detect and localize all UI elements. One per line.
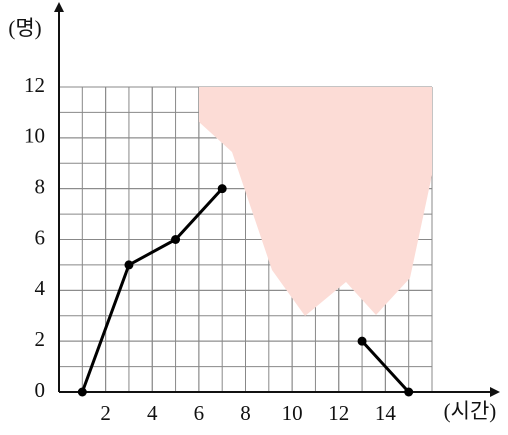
plot xyxy=(77,184,414,397)
y-tick-label: 4 xyxy=(35,276,46,300)
cover-patch xyxy=(199,87,432,316)
x-axis-arrow xyxy=(490,387,500,397)
x-tick-label: 2 xyxy=(100,401,111,425)
y-tick-label: 8 xyxy=(35,174,46,198)
x-tick-label: 6 xyxy=(194,401,205,425)
y-tick-label: 0 xyxy=(35,378,46,402)
data-point xyxy=(217,184,227,194)
data-point xyxy=(77,387,87,397)
y-tick-label: 6 xyxy=(35,225,46,249)
x-tick-label: 14 xyxy=(375,401,397,425)
data-point xyxy=(171,235,181,244)
x-tick-label: 4 xyxy=(147,401,158,425)
x-tick-label: 8 xyxy=(240,401,251,425)
data-point xyxy=(404,387,414,397)
x-tick-label: 10 xyxy=(282,401,303,425)
y-axis-arrow xyxy=(54,2,64,12)
x-axis-label: (시간) xyxy=(444,399,497,423)
data-point xyxy=(124,260,134,270)
y-tick-label: 2 xyxy=(35,327,46,351)
y-tick-label: 10 xyxy=(24,124,45,148)
data-point xyxy=(357,336,367,346)
data-line xyxy=(80,187,410,394)
x-tick-label: 12 xyxy=(328,401,349,425)
y-axis-label: (명) xyxy=(8,16,41,40)
y-tick-label: 12 xyxy=(24,73,45,97)
